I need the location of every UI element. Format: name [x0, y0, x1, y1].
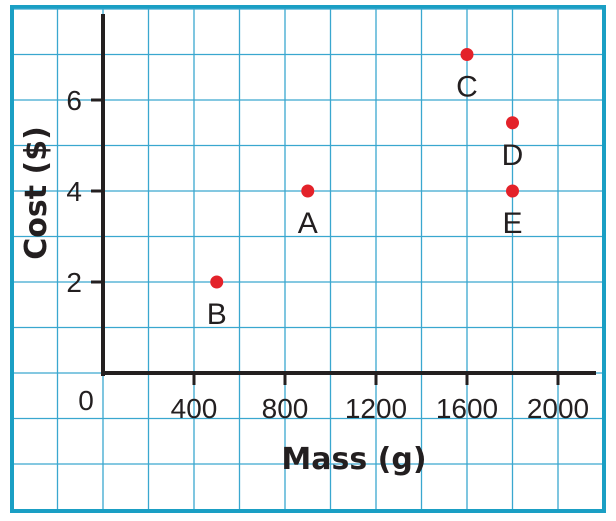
chart-border — [10, 5, 606, 513]
x-tick-label: 400 — [171, 393, 218, 424]
y-tick-label: 4 — [66, 176, 82, 207]
axes — [101, 14, 596, 376]
data-points: A B C D E — [207, 48, 524, 331]
data-point-d — [506, 116, 519, 130]
point-label-b: B — [207, 298, 227, 331]
data-point-b — [210, 275, 224, 289]
data-point-a — [301, 184, 315, 198]
x-tick-label: 1200 — [345, 393, 407, 424]
grid-lines — [14, 8, 602, 509]
point-label-d: D — [502, 139, 524, 172]
point-label-e: E — [502, 207, 522, 240]
y-tick-label: 2 — [66, 267, 82, 298]
point-label-c: C — [456, 71, 478, 104]
axis-ticks: 400 800 1200 1600 2000 2 4 6 — [66, 85, 589, 424]
x-tick-label: 2000 — [527, 393, 589, 424]
x-tick-label: 800 — [262, 393, 309, 424]
x-tick-label: 1600 — [436, 393, 498, 424]
data-point-e — [506, 184, 519, 198]
x-axis-title: Mass (g) — [281, 442, 426, 477]
origin-label: 0 — [78, 385, 94, 416]
point-label-a: A — [298, 207, 318, 240]
y-tick-label: 6 — [66, 85, 82, 116]
data-point-c — [460, 48, 474, 61]
y-axis-title: Cost ($) — [19, 126, 54, 260]
